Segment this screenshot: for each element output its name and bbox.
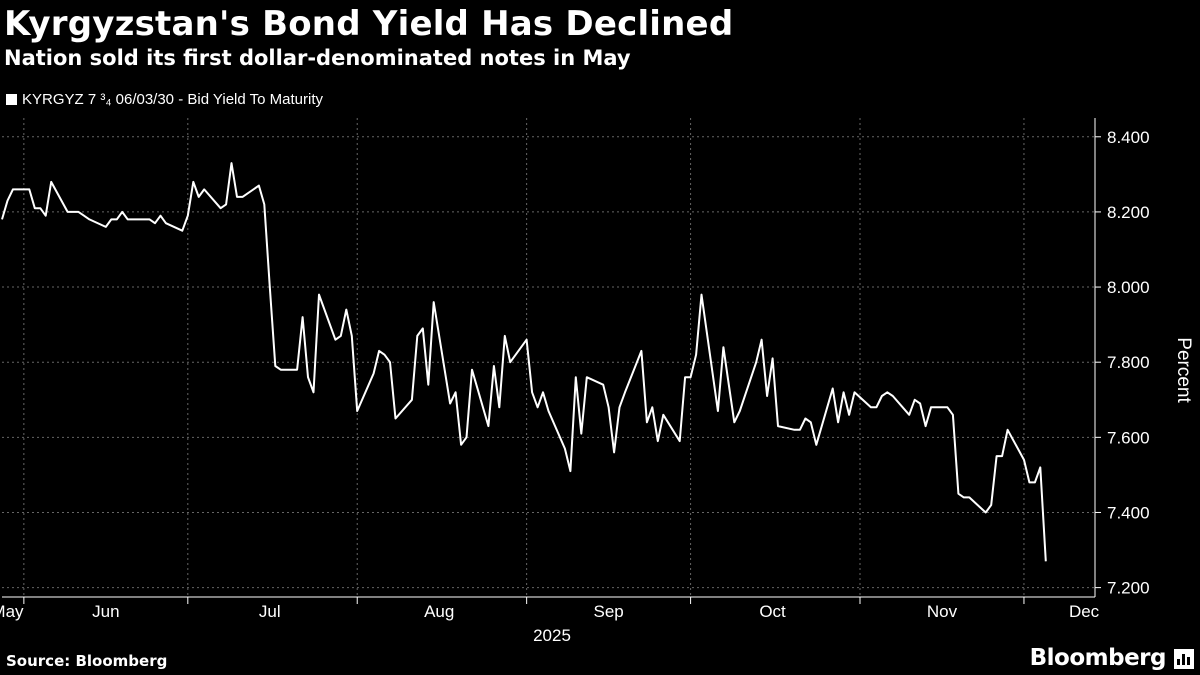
- bloomberg-logo: Bloomberg: [1029, 645, 1167, 671]
- x-tick-label: Sep: [593, 602, 623, 621]
- y-tick-label: 7.600: [1107, 428, 1150, 447]
- x-tick-label: Jul: [259, 602, 281, 621]
- line-layer: [1, 162, 1047, 562]
- chart-title: Kyrgyzstan's Bond Yield Has Declined: [4, 4, 734, 44]
- chart-legend: KYRGYZ 7 ³₄ 06/03/30 - Bid Yield To Matu…: [6, 91, 323, 108]
- grid-layer: [2, 118, 1095, 597]
- axis-layer: 8.400 8.200 8.000 7.800 7.600 7.400 7.200 May Ju…: [0, 118, 1150, 621]
- series-line: [1, 162, 1047, 562]
- bloomberg-chart-icon: [1174, 649, 1194, 669]
- y-tick-label: 8.200: [1107, 203, 1150, 222]
- x-tick-label: Oct: [759, 602, 786, 621]
- y-tick-label: 7.800: [1107, 353, 1150, 372]
- y-tick-label: 8.000: [1107, 278, 1150, 297]
- x-tick-label: May: [0, 602, 24, 621]
- chart-subtitle: Nation sold its first dollar-denominated…: [4, 46, 631, 70]
- legend-swatch: [6, 94, 17, 105]
- y-tick-label: 7.200: [1107, 579, 1150, 598]
- source-note: Source: Bloomberg: [6, 652, 168, 670]
- x-tick-label: Dec: [1069, 602, 1100, 621]
- x-axis-year-label: 2025: [533, 626, 571, 645]
- legend-label: KYRGYZ 7 ³₄ 06/03/30 - Bid Yield To Matu…: [22, 91, 323, 108]
- y-axis-label: Percent: [1173, 337, 1194, 403]
- y-tick-label: 8.400: [1107, 128, 1150, 147]
- x-tick-label: Jun: [92, 602, 119, 621]
- x-tick-label: Nov: [927, 602, 958, 621]
- y-tick-label: 7.400: [1107, 503, 1150, 522]
- x-tick-label: Aug: [424, 602, 454, 621]
